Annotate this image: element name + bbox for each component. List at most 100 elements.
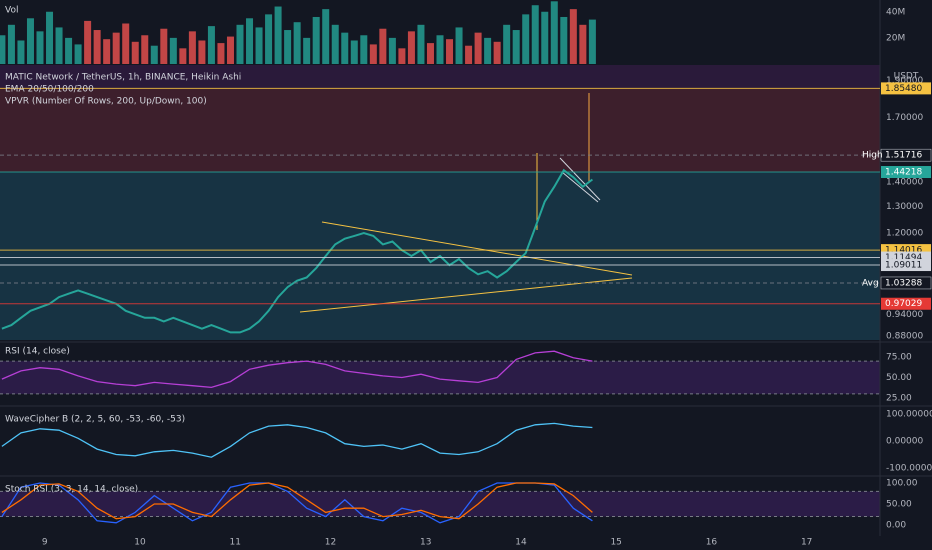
volume-bar: [388, 37, 396, 64]
level-label: 1.11494: [885, 253, 922, 263]
x-tick-label: 17: [801, 538, 812, 548]
x-tick-label: 14: [515, 538, 527, 548]
series-line: [1, 350, 593, 389]
volume-bar: [188, 31, 196, 64]
volume-bar: [46, 11, 54, 64]
x-tick-label: 10: [134, 538, 146, 548]
y-tick-label: 0.94000: [886, 310, 923, 320]
volume-bar: [417, 24, 425, 64]
wt-title: WaveCipher B (2, 2, 5, 60, -53, -60, -53…: [5, 415, 185, 425]
volume-bar: [446, 39, 454, 64]
axis-unit: USDT: [894, 72, 919, 82]
band: [0, 361, 880, 394]
volume-bar: [112, 32, 120, 64]
volume-bar: [522, 14, 530, 64]
volume-bar: [322, 9, 330, 65]
y-tick-label: 100.00: [886, 479, 918, 489]
level-label: 0.97029: [885, 299, 922, 309]
volume-bar: [350, 40, 358, 64]
pane-backgrounds: [0, 65, 880, 518]
series-line: [1, 482, 593, 520]
y-tick-label: 1.70000: [886, 113, 923, 123]
volume-bar: [179, 48, 187, 64]
volume-bar: [512, 30, 520, 64]
volume-bar: [150, 45, 158, 64]
volume-bar: [493, 41, 501, 64]
volume-bar: [303, 37, 311, 64]
x-tick-label: 11: [230, 538, 241, 548]
trendline: [321, 221, 633, 276]
volume-bar: [265, 14, 273, 64]
volume-bar: [331, 24, 339, 64]
series-line: [1, 422, 593, 458]
level-label: 1.03288: [885, 278, 922, 288]
volume-bar: [217, 43, 225, 64]
y-tick-label: 75.00: [886, 352, 912, 362]
level-label: 1.09011: [885, 261, 922, 271]
volume-bar: [0, 35, 6, 64]
indicator-legend: VPVR (Number Of Rows, 200, Up/Down, 100): [5, 97, 207, 107]
volume-bar: [74, 44, 82, 64]
volume-bar: [541, 11, 549, 64]
y-tick-label: -100.00000: [886, 463, 932, 473]
level-label-bg: [880, 276, 932, 290]
y-tick-label: 1.90000: [886, 76, 923, 86]
y-tick-label: 0.00000: [886, 436, 923, 446]
volume-bar: [65, 37, 73, 64]
volume-bar: [379, 28, 387, 64]
level-label-bg: [881, 82, 931, 95]
volume-bar: [588, 19, 596, 65]
zone: [0, 65, 880, 89]
volume-bar: [93, 30, 101, 64]
volume-bar: [255, 27, 263, 64]
volume-bar: [293, 22, 301, 64]
y-tick-label: 1.30000: [886, 202, 923, 212]
volume-bar: [169, 37, 177, 64]
band: [0, 491, 880, 517]
y-tick-label: 20M: [886, 33, 905, 43]
level-tag: High: [862, 151, 883, 161]
volume-bar: [455, 27, 463, 64]
volume-bar: [474, 32, 482, 64]
level-label-bg: [881, 166, 931, 179]
volume-bar: [274, 6, 282, 64]
volume-bar: [569, 9, 577, 65]
volume-bar: [7, 24, 15, 64]
x-tick-label: 12: [325, 538, 336, 548]
volume-bar: [103, 39, 111, 64]
x-tick-label: 13: [420, 538, 431, 548]
volume-bar: [426, 43, 434, 64]
x-tick-label: 9: [42, 538, 48, 548]
volume-title: Vol: [5, 6, 18, 16]
series-line: [1, 482, 593, 524]
volume-bar: [160, 28, 168, 64]
volume-bar: [484, 37, 492, 64]
volume-bar: [207, 26, 215, 64]
drawings: [299, 93, 633, 313]
y-tick-label: 50.00: [886, 373, 912, 383]
volume-bar: [141, 35, 149, 64]
volume-bar: [503, 24, 511, 64]
series-line: [1, 168, 594, 334]
y-tick-label: 0.00: [886, 520, 906, 530]
volume-bar: [360, 35, 368, 64]
volume-bar: [531, 5, 539, 64]
volume-bar: [560, 16, 568, 64]
resistance-zone: [0, 88, 880, 173]
volume-bar: [246, 18, 254, 65]
volume-bar: [436, 35, 444, 64]
volume-bar: [341, 32, 349, 64]
level-label-bg: [881, 259, 931, 272]
y-tick-label: 25.00: [886, 394, 912, 404]
trendline: [561, 171, 599, 203]
level-label: 1.85480: [885, 84, 922, 94]
volume-bar: [407, 31, 415, 64]
level-label-bg: [881, 297, 931, 310]
volume-bar: [369, 44, 377, 64]
level-label: 1.44218: [885, 168, 922, 178]
level-label: 1.51716: [885, 151, 922, 161]
volume-bar: [17, 40, 25, 64]
